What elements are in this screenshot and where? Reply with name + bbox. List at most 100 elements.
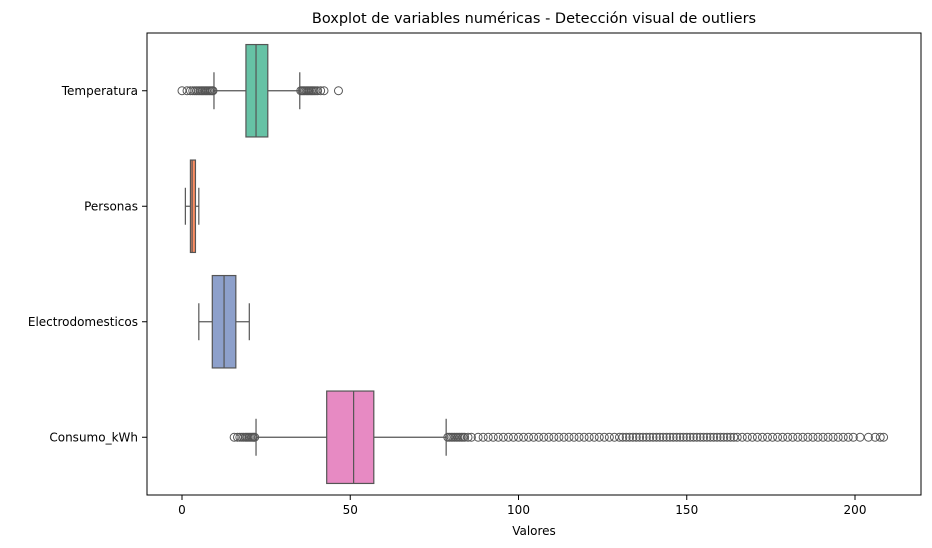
plot-frame	[146, 32, 922, 496]
outlier-point	[488, 432, 498, 442]
outlier-point	[763, 432, 773, 442]
outlier-point	[569, 432, 579, 442]
outlier-point	[524, 432, 534, 442]
chart-title: Boxplot de variables numéricas - Detecci…	[312, 11, 756, 27]
outlier-point	[594, 432, 604, 442]
outlier-point	[702, 432, 712, 442]
y-tick-label: Personas	[84, 199, 138, 213]
outlier-point	[564, 432, 574, 442]
outlier-point	[695, 432, 705, 442]
x-tick-label: 0	[178, 503, 186, 517]
outlier-point	[460, 432, 470, 442]
x-tick-label: 50	[343, 503, 358, 517]
outlier-point	[699, 432, 709, 442]
outlier-point	[519, 432, 529, 442]
outlier-point	[813, 432, 823, 442]
outlier-point	[722, 432, 732, 442]
outlier-point	[672, 432, 682, 442]
y-tick-label: Electrodomesticos	[28, 315, 138, 329]
outlier-point	[625, 432, 635, 442]
outlier-point	[705, 432, 715, 442]
x-axis-title: Valores	[512, 524, 556, 538]
outlier-point	[675, 432, 685, 442]
outlier-point	[692, 432, 702, 442]
outlier-point	[529, 432, 539, 442]
outlier-point	[313, 86, 323, 96]
outlier-point	[498, 432, 508, 442]
outlier-point	[628, 432, 638, 442]
outlier-point	[798, 432, 808, 442]
outlier-point	[747, 432, 757, 442]
outlier-point	[638, 432, 648, 442]
outlier-point	[768, 432, 778, 442]
outlier-point	[589, 432, 599, 442]
outlier-point	[483, 432, 493, 442]
outlier-point	[599, 432, 609, 442]
y-tick-label: Temperatura	[61, 84, 138, 98]
outlier-point	[803, 432, 813, 442]
outlier-point	[719, 432, 729, 442]
outlier-point	[584, 432, 594, 442]
outlier-point	[539, 432, 549, 442]
outlier-point	[503, 432, 513, 442]
outlier-point	[678, 432, 688, 442]
box-personas	[184, 159, 200, 254]
outlier-point	[833, 432, 843, 442]
y-tick-label: Consumo_kWh	[49, 430, 138, 444]
outlier-point	[635, 432, 645, 442]
outlier-point	[688, 432, 698, 442]
outlier-point	[662, 432, 672, 442]
outlier-point	[250, 432, 260, 442]
outlier-point	[732, 432, 742, 442]
iqr-box	[245, 43, 269, 138]
x-tick-label: 200	[844, 503, 867, 517]
axes: Temperatura Personas Electrodomesticos Cons…	[28, 84, 867, 517]
outlier-point	[848, 432, 858, 442]
outlier-point	[473, 432, 483, 442]
outlier-point	[621, 432, 631, 442]
outlier-point	[316, 86, 326, 96]
plot-area	[177, 43, 889, 485]
outlier-point	[508, 432, 518, 442]
outlier-point	[879, 432, 889, 442]
outlier-point	[554, 432, 564, 442]
outlier-point	[333, 86, 343, 96]
outlier-point	[655, 432, 665, 442]
box-electrodomesticos	[198, 274, 250, 369]
outlier-point	[838, 432, 848, 442]
outlier-point	[757, 432, 767, 442]
outlier-point	[737, 432, 747, 442]
outlier-point	[463, 432, 473, 442]
outlier-point	[514, 432, 523, 442]
outlier-point	[559, 432, 569, 442]
outlier-point	[319, 86, 329, 96]
iqr-box	[326, 390, 375, 485]
outlier-point	[793, 432, 803, 442]
outlier-point	[828, 432, 838, 442]
outlier-point	[773, 432, 783, 442]
outlier-point	[618, 432, 628, 442]
x-tick-label: 100	[507, 503, 530, 517]
outlier-point	[783, 432, 793, 442]
outlier-point	[818, 432, 828, 442]
outlier-point	[614, 432, 624, 442]
outlier-point	[665, 432, 675, 442]
outlier-point	[579, 432, 589, 442]
outlier-point	[725, 432, 735, 442]
outlier-point	[808, 432, 818, 442]
outlier-point	[658, 432, 668, 442]
outlier-point	[574, 432, 584, 442]
outlier-point	[682, 432, 692, 442]
outlier-point	[478, 432, 488, 442]
outlier-point	[788, 432, 798, 442]
outlier-point	[645, 432, 655, 442]
outlier-point	[651, 432, 661, 442]
outlier-point	[715, 432, 725, 442]
outlier-point	[843, 432, 853, 442]
outlier-point	[534, 432, 544, 442]
outlier-point	[631, 432, 641, 442]
box-temperatura	[177, 43, 343, 138]
outlier-point	[742, 432, 752, 442]
outlier-point	[778, 432, 788, 442]
outlier-point	[685, 432, 695, 442]
